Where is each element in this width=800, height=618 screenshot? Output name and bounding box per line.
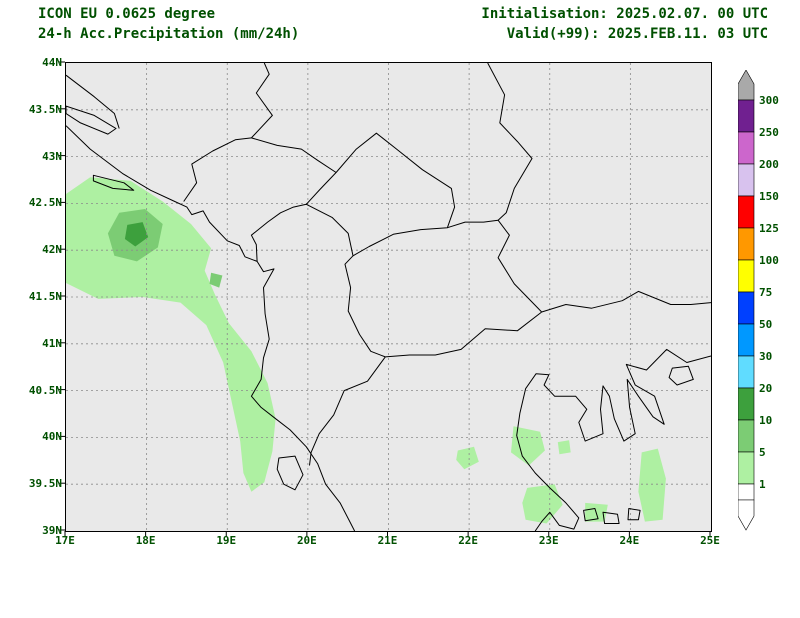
country-border bbox=[344, 255, 386, 358]
legend-arrow-below bbox=[738, 499, 755, 531]
legend-segment bbox=[738, 419, 755, 453]
lat-label-40N: 40N bbox=[42, 430, 62, 444]
island-outline bbox=[627, 508, 641, 521]
lon-label-17E: 17E bbox=[55, 534, 75, 547]
legend-segment bbox=[738, 355, 755, 389]
legend-level-100: 100 bbox=[759, 254, 779, 267]
legend-level-20: 20 bbox=[759, 382, 773, 395]
legend-level-125: 125 bbox=[759, 222, 779, 235]
lon-label-24E: 24E bbox=[619, 534, 640, 547]
legend-level-300: 300 bbox=[759, 94, 779, 107]
precip-area-1-5mm bbox=[638, 448, 666, 522]
lon-label-23E: 23E bbox=[538, 534, 559, 547]
legend-segment bbox=[738, 259, 755, 293]
legend-segment bbox=[738, 163, 755, 197]
country-border bbox=[497, 219, 543, 313]
legend-segment bbox=[738, 131, 755, 165]
colorbar bbox=[738, 70, 755, 531]
legend-segment bbox=[738, 387, 755, 421]
lon-label-19E: 19E bbox=[216, 534, 237, 547]
lon-label-22E: 22E bbox=[458, 534, 479, 547]
lon-label-18E: 18E bbox=[135, 534, 156, 547]
country-border bbox=[183, 137, 252, 202]
island-outline bbox=[305, 132, 456, 257]
country-border bbox=[251, 63, 273, 139]
model-title: ICON EU 0.0625 degree bbox=[38, 6, 216, 22]
legend-segment bbox=[738, 227, 755, 261]
legend-level-30: 30 bbox=[759, 350, 773, 363]
legend-arrow-above bbox=[738, 70, 755, 101]
legend-level-200: 200 bbox=[759, 158, 779, 171]
lat-label-41N: 41N bbox=[42, 336, 62, 350]
legend-segment-below bbox=[738, 483, 755, 501]
product-title: 24-h Acc.Precipitation (mm/24h) bbox=[38, 26, 300, 42]
legend-level-75: 75 bbox=[759, 286, 773, 299]
island-outline bbox=[66, 105, 117, 135]
valid-time: Valid(+99): 2025.FEB.11. 03 UTC bbox=[506, 26, 768, 42]
initialisation-time: Initialisation: 2025.02.07. 00 UTC bbox=[481, 6, 768, 22]
island-outline bbox=[92, 174, 135, 191]
island-outline bbox=[668, 365, 694, 386]
legend-segment bbox=[738, 195, 755, 229]
precip-area-1-5mm bbox=[456, 446, 479, 470]
country-border bbox=[250, 203, 307, 262]
country-border bbox=[541, 290, 711, 313]
legend-level-5: 5 bbox=[759, 446, 766, 459]
country-border bbox=[251, 137, 337, 173]
precip-area-1-5mm bbox=[511, 426, 545, 466]
lat-label-39N: 39N bbox=[42, 524, 62, 537]
country-border bbox=[66, 74, 120, 129]
lat-label-44N: 44N bbox=[42, 56, 62, 69]
lat-label-43N: 43N bbox=[42, 149, 62, 163]
legend-segment bbox=[738, 99, 755, 133]
country-border bbox=[516, 348, 711, 531]
legend-segment bbox=[738, 291, 755, 325]
lon-label-21E: 21E bbox=[377, 534, 398, 547]
precip-area-1-5mm bbox=[522, 484, 563, 524]
legend-level-1: 1 bbox=[759, 478, 766, 491]
lat-label-43.5N: 43.5N bbox=[28, 102, 62, 116]
lat-label-39.5N: 39.5N bbox=[28, 477, 62, 491]
island-outline bbox=[602, 511, 620, 524]
map-canvas bbox=[66, 63, 711, 531]
legend-segment bbox=[738, 451, 755, 485]
precip-area-5-10mm bbox=[209, 272, 223, 288]
legend-level-50: 50 bbox=[759, 318, 773, 331]
lon-label-25E: 25E bbox=[700, 534, 720, 547]
legend-segment bbox=[738, 323, 755, 357]
country-border bbox=[385, 311, 543, 358]
lat-label-41.5N: 41.5N bbox=[28, 290, 62, 303]
lat-label-40.5N: 40.5N bbox=[28, 383, 62, 397]
island-outline bbox=[583, 508, 599, 522]
precip-area-1-5mm bbox=[557, 440, 571, 455]
lat-label-42N: 42N bbox=[42, 243, 62, 257]
legend-level-250: 250 bbox=[759, 126, 779, 139]
lat-label-42.5N: 42.5N bbox=[28, 196, 62, 210]
island-outline bbox=[276, 455, 304, 491]
country-border bbox=[66, 125, 356, 531]
map-frame bbox=[65, 62, 712, 532]
legend-level-150: 150 bbox=[759, 190, 779, 203]
country-border bbox=[447, 219, 499, 229]
legend-level-10: 10 bbox=[759, 414, 773, 427]
precip-area-1-5mm bbox=[66, 177, 276, 492]
country-border bbox=[309, 356, 386, 466]
precip-area-10-20mm bbox=[124, 222, 149, 247]
country-border bbox=[487, 63, 533, 221]
lon-label-20E: 20E bbox=[296, 534, 317, 547]
